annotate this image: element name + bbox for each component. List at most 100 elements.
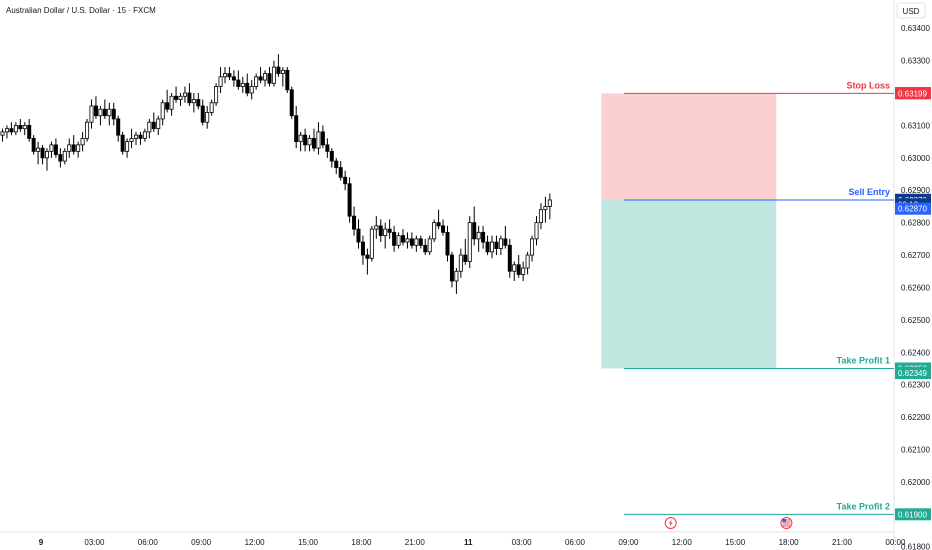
- candle-body[interactable]: [200, 105, 205, 123]
- candle-body[interactable]: [40, 147, 45, 159]
- candle-body[interactable]: [254, 76, 259, 87]
- candle-body[interactable]: [343, 176, 348, 185]
- candle-body[interactable]: [18, 125, 23, 130]
- candle-body[interactable]: [303, 134, 308, 146]
- candle-body[interactable]: [485, 241, 490, 253]
- candle-body[interactable]: [521, 267, 526, 275]
- candle-body[interactable]: [9, 128, 14, 133]
- candle-body[interactable]: [196, 99, 201, 107]
- candle-body[interactable]: [160, 102, 165, 120]
- candle-body[interactable]: [169, 95, 174, 110]
- candle-body[interactable]: [214, 86, 219, 104]
- candle-body[interactable]: [387, 228, 392, 233]
- candle-body[interactable]: [512, 264, 517, 272]
- candle-body[interactable]: [476, 231, 481, 240]
- candle-body[interactable]: [227, 73, 232, 78]
- candle-body[interactable]: [289, 89, 294, 117]
- candle-body[interactable]: [125, 141, 130, 152]
- candle-body[interactable]: [498, 238, 503, 249]
- candle-body[interactable]: [53, 144, 58, 155]
- candle-body[interactable]: [205, 112, 210, 123]
- candle-body[interactable]: [329, 150, 334, 162]
- currency-button[interactable]: [896, 2, 926, 19]
- candle-body[interactable]: [236, 79, 241, 87]
- candle-body[interactable]: [231, 76, 236, 81]
- candle-body[interactable]: [320, 131, 325, 146]
- candle-body[interactable]: [178, 95, 183, 100]
- candle-body[interactable]: [400, 235, 405, 243]
- candle-body[interactable]: [307, 137, 312, 146]
- candle-body[interactable]: [311, 137, 316, 149]
- candle-body[interactable]: [174, 95, 179, 100]
- candle-body[interactable]: [62, 150, 67, 162]
- candle-body[interactable]: [494, 241, 499, 249]
- candle-body[interactable]: [27, 125, 32, 139]
- candle-body[interactable]: [360, 241, 365, 256]
- candle-body[interactable]: [165, 102, 170, 110]
- candle-body[interactable]: [472, 222, 477, 240]
- candle-body[interactable]: [89, 105, 94, 123]
- candle-body[interactable]: [436, 222, 441, 227]
- currency-button-label[interactable]: USD: [903, 7, 920, 16]
- candle-body[interactable]: [102, 108, 107, 117]
- candle-body[interactable]: [93, 105, 98, 117]
- candle-body[interactable]: [338, 167, 343, 178]
- candle-body[interactable]: [409, 238, 414, 246]
- candle-body[interactable]: [481, 231, 486, 243]
- candle-body[interactable]: [138, 134, 143, 139]
- candle-body[interactable]: [258, 76, 263, 81]
- candle-body[interactable]: [445, 231, 450, 256]
- candle-body[interactable]: [245, 82, 250, 94]
- candle-body[interactable]: [22, 125, 27, 130]
- candle-body[interactable]: [13, 125, 18, 133]
- candle-body[interactable]: [530, 238, 535, 256]
- candle-body[interactable]: [147, 121, 152, 133]
- candle-body[interactable]: [71, 144, 76, 152]
- candle-body[interactable]: [58, 154, 63, 162]
- candle-body[interactable]: [45, 150, 50, 159]
- candle-body[interactable]: [31, 137, 36, 152]
- candle-body[interactable]: [538, 209, 543, 224]
- candle-body[interactable]: [396, 235, 401, 246]
- candle-body[interactable]: [191, 99, 196, 104]
- candle-body[interactable]: [276, 66, 281, 74]
- candle-body[interactable]: [543, 206, 548, 211]
- candle-body[interactable]: [133, 134, 138, 139]
- candle-body[interactable]: [294, 115, 299, 143]
- candle-body[interactable]: [427, 238, 432, 253]
- candle-body[interactable]: [347, 183, 352, 217]
- candle-body[interactable]: [209, 102, 214, 113]
- reward-zone[interactable]: [601, 199, 777, 369]
- candle-body[interactable]: [116, 118, 121, 136]
- candle-body[interactable]: [263, 73, 268, 81]
- candle-body[interactable]: [187, 92, 192, 104]
- candle-body[interactable]: [423, 244, 428, 253]
- candle-body[interactable]: [374, 225, 379, 230]
- candle-body[interactable]: [467, 222, 472, 262]
- candle-body[interactable]: [334, 160, 339, 168]
- candle-body[interactable]: [534, 222, 539, 240]
- candle-body[interactable]: [156, 118, 161, 130]
- candle-body[interactable]: [285, 69, 290, 91]
- candle-body[interactable]: [369, 228, 374, 259]
- candle-body[interactable]: [0, 131, 5, 136]
- candle-body[interactable]: [280, 69, 285, 74]
- candle-body[interactable]: [325, 144, 330, 152]
- candle-body[interactable]: [503, 238, 508, 246]
- candle-body[interactable]: [120, 134, 125, 152]
- candle-body[interactable]: [129, 137, 134, 143]
- candle-body[interactable]: [218, 76, 223, 87]
- candle-body[interactable]: [449, 254, 454, 282]
- candle-body[interactable]: [267, 73, 272, 84]
- candle-body[interactable]: [80, 137, 85, 146]
- candle-body[interactable]: [405, 238, 410, 243]
- candle-body[interactable]: [316, 131, 321, 149]
- candle-body[interactable]: [111, 108, 116, 120]
- candle-body[interactable]: [392, 231, 397, 246]
- candle-body[interactable]: [432, 222, 437, 240]
- candle-body[interactable]: [507, 244, 512, 272]
- candle-body[interactable]: [454, 270, 459, 282]
- candle-body[interactable]: [4, 128, 9, 133]
- candle-body[interactable]: [418, 238, 423, 246]
